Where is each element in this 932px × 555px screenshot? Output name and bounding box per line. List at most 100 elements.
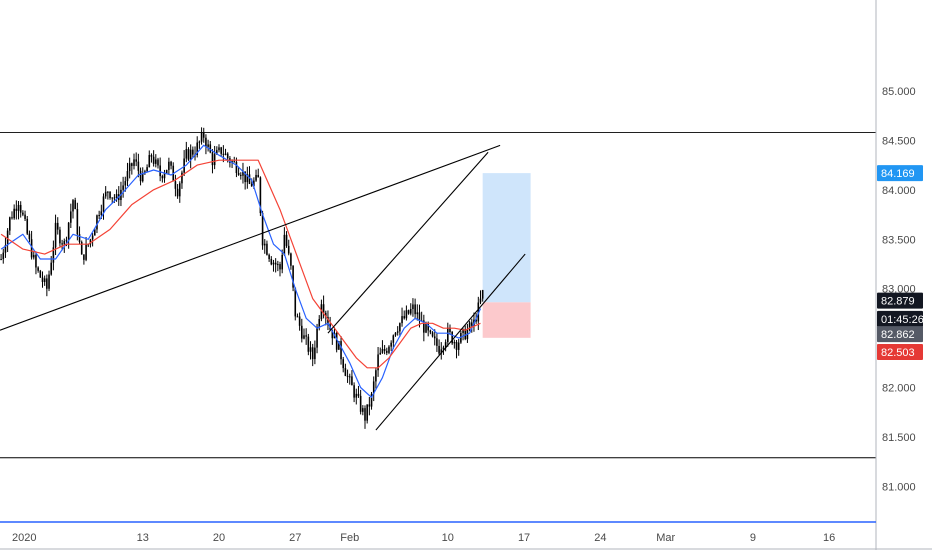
candle-body [28, 233, 31, 240]
candle-body [61, 243, 63, 245]
candle-body [296, 316, 299, 318]
price-badge-label: 82.879 [881, 296, 915, 308]
trendline[interactable] [0, 144, 501, 331]
candle-body [67, 222, 70, 240]
candle-body [246, 174, 249, 183]
candle-body [399, 323, 401, 332]
candle-body [233, 161, 236, 163]
candle-body [342, 359, 345, 369]
time-tick-label: 2020 [12, 532, 36, 544]
moving-average-line-2 [0, 159, 481, 369]
candle-body [13, 208, 15, 219]
price-axis[interactable]: 81.00081.50082.00082.50083.00083.50084.0… [882, 86, 916, 493]
candle-body [301, 325, 303, 339]
trendline[interactable] [327, 151, 489, 334]
candle-body [481, 290, 484, 299]
candle-body [268, 254, 270, 260]
candle-body [355, 393, 358, 398]
candle-body [189, 149, 192, 160]
candle-body [366, 404, 368, 421]
candle-body [385, 350, 388, 353]
candle-body [322, 304, 325, 313]
candle-body [163, 173, 166, 179]
candle-body [174, 181, 177, 189]
candle-body [170, 161, 172, 166]
candle-body [418, 312, 421, 322]
candle-body [24, 214, 26, 219]
candle-body [277, 264, 279, 266]
candle-body [111, 197, 114, 199]
time-axis[interactable]: 2020 13 20 27 Feb 10 17 24 Mar 9 16 [12, 532, 835, 544]
candle-body [72, 200, 74, 212]
candle-body [274, 262, 277, 265]
candle-body [281, 254, 283, 270]
candle-body [344, 368, 347, 376]
candle-body [39, 270, 42, 278]
long-position-tool[interactable] [482, 173, 531, 338]
candle-body [137, 161, 140, 171]
candle-body [431, 332, 434, 337]
candle-body [414, 304, 416, 315]
candle-body [359, 395, 362, 412]
candle-body [370, 393, 373, 407]
candle-body [202, 132, 205, 138]
price-badge-label: 01:45:26 [881, 314, 924, 326]
candle-body [76, 209, 79, 235]
candle-body [50, 262, 53, 275]
candle-body [176, 188, 179, 197]
candle-body [433, 336, 436, 339]
candle-body [436, 338, 438, 346]
candle-body [475, 319, 477, 322]
candle-body [372, 381, 375, 394]
time-tick-label: 10 [442, 532, 454, 544]
moving-average-line-1 [0, 144, 482, 398]
position-loss-zone[interactable] [482, 302, 531, 338]
candle-body [46, 278, 48, 289]
price-badge-bg [877, 165, 923, 182]
candle-body [237, 173, 240, 175]
candle-body [102, 196, 105, 212]
candle-body [338, 341, 340, 350]
candle-body [74, 200, 76, 210]
candle-body [17, 204, 20, 211]
candle-body [290, 253, 292, 266]
candle-body [198, 141, 201, 143]
candle-body [56, 222, 59, 230]
time-tick-label: Feb [340, 532, 359, 544]
candle-body [128, 163, 131, 172]
candle-body [294, 287, 297, 317]
price-tick-label: 81.500 [882, 432, 916, 444]
candle-body [107, 191, 109, 193]
candle-body [196, 142, 199, 155]
candle-body [272, 262, 275, 265]
candle-body [104, 191, 107, 197]
candle-body [351, 376, 353, 386]
candle-body [6, 230, 9, 246]
candle-body [54, 222, 57, 248]
candle-body [423, 320, 425, 333]
candle-body [462, 329, 464, 333]
candle-body [78, 234, 81, 242]
price-badge-bg [877, 326, 923, 343]
candle-body [135, 159, 137, 162]
candle-body [131, 163, 133, 166]
candle-body [298, 316, 301, 326]
candle-body [248, 174, 251, 184]
position-profit-zone[interactable] [482, 173, 531, 303]
candle-body [316, 326, 318, 348]
price-tick-label: 81.000 [882, 481, 916, 493]
candle-body [109, 191, 111, 199]
candle-body [427, 324, 429, 331]
price-badge: 01:45:26 [877, 310, 924, 327]
candle-body [451, 331, 453, 344]
trendline[interactable] [375, 253, 526, 431]
candle-body [442, 347, 445, 350]
candle-body [318, 319, 321, 327]
candle-body [213, 154, 216, 166]
candle-body [309, 347, 312, 352]
candle-body [220, 147, 222, 154]
candle-body [98, 215, 100, 217]
candle-body [155, 159, 157, 164]
